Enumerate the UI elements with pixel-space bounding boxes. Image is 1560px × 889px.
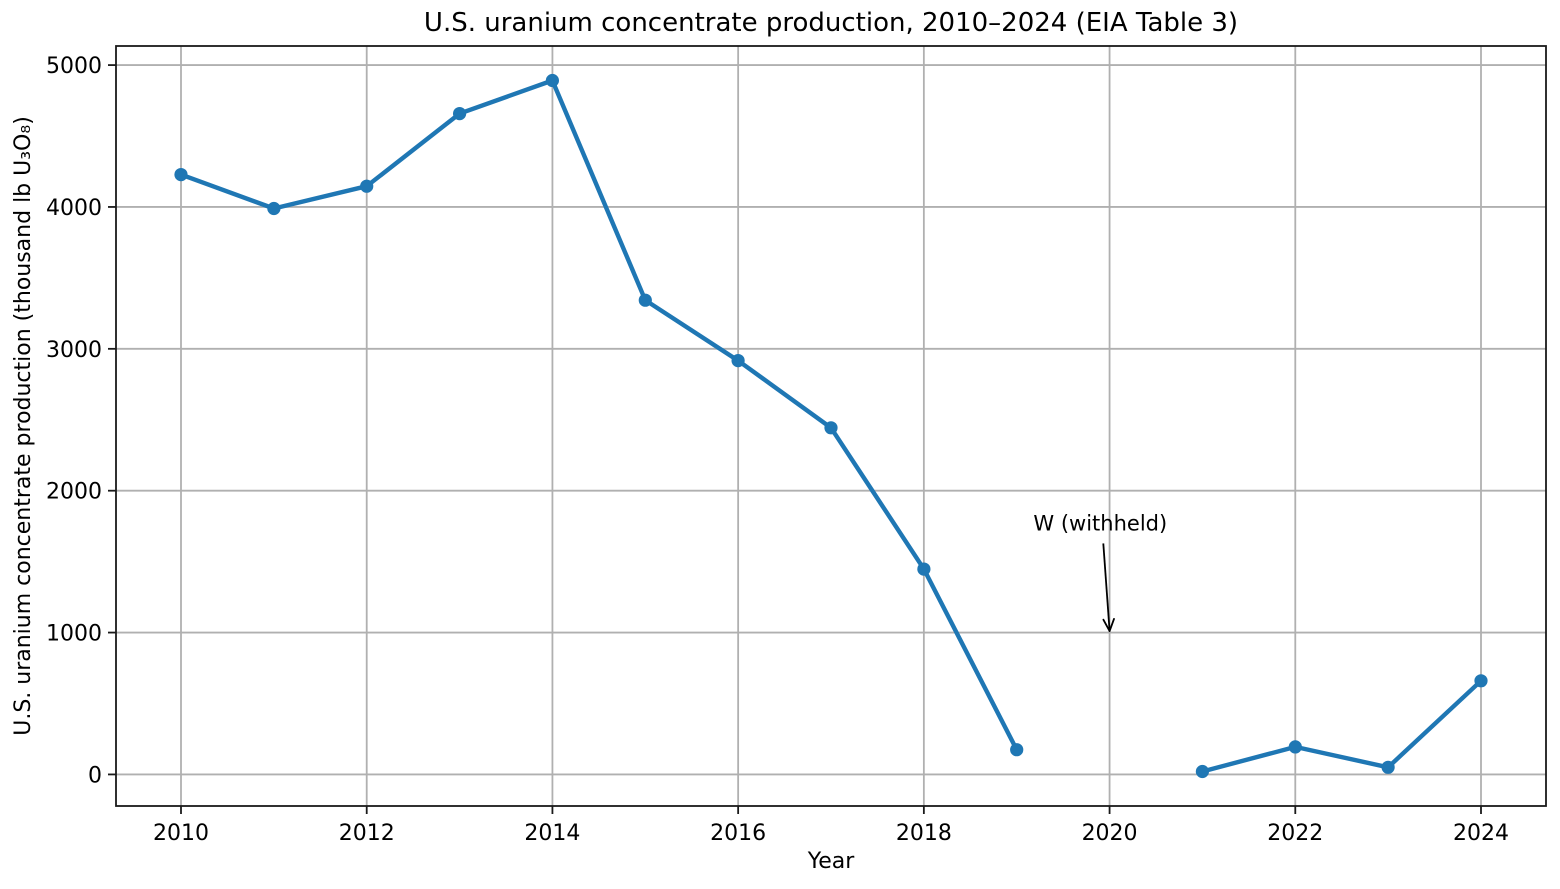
data-point-2023 — [1381, 760, 1395, 774]
annotation-arrowhead — [1108, 618, 1115, 632]
data-point-2012 — [360, 179, 374, 193]
y-tick-label-4000: 4000 — [46, 196, 102, 221]
x-tick-label-2024: 2024 — [1453, 821, 1509, 846]
y-tick-label-1000: 1000 — [46, 622, 102, 647]
data-point-2010 — [174, 168, 188, 182]
data-point-2021 — [1195, 764, 1209, 779]
y-axis-label: U.S. uranium concentrate production (tho… — [11, 116, 36, 736]
x-tick-label-2018: 2018 — [896, 821, 952, 846]
withheld-annotation-text: W (withheld) — [1033, 511, 1167, 535]
x-tick-label-2020: 2020 — [1082, 821, 1138, 846]
data-point-2018 — [917, 562, 931, 576]
grid-layer — [116, 46, 1546, 806]
y-tick-label-5000: 5000 — [46, 54, 102, 79]
data-point-2024 — [1474, 674, 1488, 688]
x-axis-label: Year — [807, 849, 856, 874]
data-point-2011 — [267, 201, 281, 216]
x-tick-label-2014: 2014 — [524, 821, 580, 846]
x-tick-label-2022: 2022 — [1267, 821, 1323, 846]
y-tick-label-0: 0 — [88, 763, 102, 788]
x-tick-label-2016: 2016 — [710, 821, 766, 846]
plot-border — [115, 45, 1547, 807]
data-point-2019 — [1010, 743, 1024, 757]
production-line — [178, 78, 1019, 752]
y-tick-label-2000: 2000 — [46, 480, 102, 505]
x-tick-label-2010: 2010 — [153, 821, 209, 846]
data-point-2015 — [638, 293, 652, 307]
annotation-layer — [1102, 543, 1115, 632]
data-layer — [174, 73, 1488, 779]
axes-layer: 2010 2012 2014 2016 2018 2020 2022 2024 0 1000 200… — [46, 45, 1547, 846]
data-point-2016 — [731, 354, 745, 368]
data-point-2014 — [545, 73, 560, 88]
data-point-2017 — [824, 421, 838, 435]
data-point-2022 — [1288, 740, 1302, 754]
annotation-arrowhead — [1102, 618, 1111, 632]
chart-title: U.S. uranium concentrate production, 201… — [424, 8, 1238, 38]
y-tick-label-3000: 3000 — [46, 338, 102, 363]
annotation-arrow-shaft — [1102, 543, 1111, 632]
production-line — [1200, 678, 1484, 774]
data-point-2013 — [453, 107, 467, 121]
x-tick-label-2012: 2012 — [339, 821, 395, 846]
